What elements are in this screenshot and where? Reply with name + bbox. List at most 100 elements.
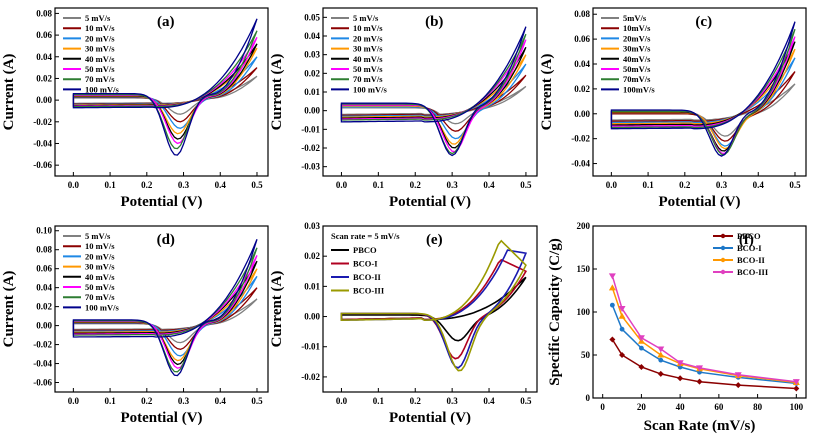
legend-marker [720,269,726,275]
y-tick-label: -0.02 [571,134,590,144]
y-tick-label: 0.06 [36,264,52,274]
y-tick-label: 200 [577,221,591,231]
x-tick-label: 0.3 [447,396,459,406]
legend-label: 70 mV/s [353,74,383,84]
y-tick-label: 0.02 [304,251,320,261]
legend-label: BCO-III [353,286,385,296]
y-tick-label: 0.00 [36,95,52,105]
legend-label: BCO-I [353,259,378,269]
y-tick-label: -0.01 [301,342,320,352]
plot-frame [54,225,269,393]
legend-marker [720,233,726,239]
series-line-2 [611,287,797,384]
panel-a: 0.0 0.1 0.2 0.3 0.4 0.5 -0.06 -0.04 -0.02 0.00 0.0… [1,7,269,210]
y-tick-label: 0.00 [36,321,52,331]
plot-frame [54,7,269,177]
y-tick-label: 100 [577,307,591,317]
legend-label: BCO-III [737,267,769,277]
data-point [608,273,616,280]
y-tick-label: 0.05 [304,12,320,22]
cv-curve-a-7 [72,18,258,156]
panel-f: 0 20 40 60 80 100 0 50 100 150 200 Scan Rate (mV/s)… [547,221,807,434]
x-tick-label: 0.4 [753,180,765,190]
legend-label: 20 mV/s [353,33,383,43]
panel-label: (e) [426,232,443,248]
x-tick-label: 0.4 [215,180,227,190]
y-tick-label: -0.02 [33,117,52,127]
cv-curve-b-0 [340,85,527,125]
x-tick-label: 0.5 [520,180,532,190]
x-tick-label: 40 [676,402,686,412]
legend-label: BCO-I [737,243,762,253]
y-axis-label: Current (A) [1,54,17,131]
y-tick-label: 0 [586,393,591,403]
y-tick-label: 0.08 [36,245,52,255]
legend-label: 30 mV/s [353,44,383,54]
y-tick-label: 0.02 [36,73,52,83]
y-tick-label: -0.06 [33,378,52,388]
data-point [609,336,616,343]
y-tick-label: 0.06 [36,30,52,40]
legend-label: 10mV/s [623,23,651,33]
panel-d: 0.0 0.1 0.2 0.3 0.4 0.5 -0.06 -0.04 -0.02 0.00 0.0… [1,225,269,426]
legend-label: 20 mV/s [85,251,115,261]
data-point [637,335,645,342]
x-tick-label: 0.3 [716,180,728,190]
y-tick-label: 0.01 [304,87,320,97]
cv-curve-b-3 [340,54,527,145]
y-tick-label: -0.06 [33,160,52,170]
x-tick-label: 0.3 [447,180,459,190]
x-tick-label: 0.2 [410,396,422,406]
x-tick-label: 0.3 [178,396,190,406]
x-tick-label: 0.5 [251,396,263,406]
legend-label: 5 mV/s [85,13,111,23]
legend-label: 40 mV/s [85,272,115,282]
data-point [608,284,616,291]
panel-label: (c) [695,14,712,30]
legend-label: 30mV/s [623,44,651,54]
x-axis-label: Potential (V) [389,194,471,210]
data-point [658,357,664,363]
data-point [639,345,644,351]
series-line-3 [611,275,797,383]
legend-label: PBCO [737,231,761,241]
x-tick-label: 80 [753,402,763,412]
legend-label: 10 mV/s [85,241,115,251]
curves [610,21,796,157]
panel-label: (a) [157,14,175,30]
data-point [735,382,742,389]
curves [72,18,258,156]
panel-e: 0.0 0.1 0.2 0.3 0.4 0.5 -0.02 -0.01 0.00 0.01 0.02… [269,221,538,426]
data-point [619,352,626,358]
y-tick-label: 0.04 [36,283,52,293]
x-axis-label: Potential (V) [389,410,471,426]
data-point [618,312,626,319]
curves [340,26,527,157]
data-point [792,379,800,386]
data-point [618,306,626,313]
y-tick-label: 0.00 [574,109,590,119]
data-point [676,360,684,367]
y-tick-label: 0.02 [36,302,52,312]
y-axis-label: Current (A) [269,54,285,131]
legend-label: BCO-II [353,272,382,282]
series-line-0 [611,339,797,390]
x-tick-label: 0.5 [520,396,532,406]
legend-label: 50mV/s [623,64,651,74]
x-tick-label: 0.2 [679,180,691,190]
y-tick-label: 0.04 [304,31,320,41]
legend-label: 30 mV/s [85,44,115,54]
legend-label: 50 mV/s [85,64,115,74]
y-tick-label: -0.02 [301,372,320,382]
data-point [677,375,684,382]
legend-label: 5 mV/s [85,231,111,241]
x-tick-label: 0.0 [68,396,80,406]
x-tick-label: 0.4 [215,396,227,406]
y-tick-label: -0.04 [33,359,52,369]
x-tick-label: 20 [637,402,647,412]
cv-curve-d-7 [72,239,258,377]
series-line-1 [611,304,797,385]
y-axis-label: Current (A) [539,54,555,131]
plot-frame [592,7,807,177]
data-point [638,364,645,371]
